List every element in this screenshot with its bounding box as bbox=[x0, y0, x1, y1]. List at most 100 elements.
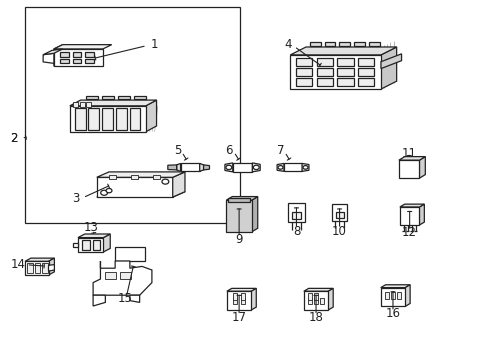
Polygon shape bbox=[200, 163, 204, 171]
Bar bbox=[115, 247, 145, 261]
Text: 6: 6 bbox=[225, 144, 233, 157]
Text: 16: 16 bbox=[386, 307, 400, 320]
Polygon shape bbox=[176, 163, 180, 171]
Polygon shape bbox=[226, 197, 258, 200]
Bar bbox=[180, 163, 200, 171]
Bar bbox=[86, 96, 98, 99]
Bar bbox=[337, 58, 354, 66]
Circle shape bbox=[278, 166, 283, 169]
Text: 3: 3 bbox=[72, 192, 80, 205]
Polygon shape bbox=[381, 285, 410, 288]
Polygon shape bbox=[227, 288, 256, 291]
Bar bbox=[358, 68, 374, 76]
Bar bbox=[308, 293, 312, 300]
Polygon shape bbox=[43, 49, 63, 55]
Bar bbox=[320, 298, 324, 304]
Polygon shape bbox=[130, 295, 140, 302]
Bar bbox=[35, 263, 40, 273]
Polygon shape bbox=[168, 165, 176, 170]
Bar bbox=[129, 108, 140, 130]
Bar bbox=[296, 68, 313, 76]
Polygon shape bbox=[225, 163, 233, 172]
Bar bbox=[391, 292, 395, 298]
Bar bbox=[337, 68, 354, 76]
Bar bbox=[337, 77, 354, 85]
Bar bbox=[102, 108, 113, 130]
Bar bbox=[89, 108, 99, 130]
Bar bbox=[228, 198, 250, 202]
Text: 18: 18 bbox=[309, 311, 323, 324]
Bar bbox=[336, 212, 343, 218]
Bar bbox=[75, 108, 86, 130]
Bar bbox=[25, 261, 49, 275]
Polygon shape bbox=[399, 157, 425, 160]
Polygon shape bbox=[97, 192, 185, 197]
Text: 11: 11 bbox=[402, 147, 416, 159]
Circle shape bbox=[162, 179, 169, 184]
Bar bbox=[153, 175, 161, 179]
Circle shape bbox=[101, 190, 108, 195]
Bar bbox=[292, 212, 301, 219]
Polygon shape bbox=[25, 258, 54, 261]
Bar bbox=[85, 59, 94, 63]
Text: 2: 2 bbox=[10, 132, 18, 145]
Polygon shape bbox=[93, 295, 105, 306]
Polygon shape bbox=[277, 163, 284, 171]
Bar bbox=[314, 298, 318, 304]
Bar bbox=[60, 52, 69, 57]
Text: 14: 14 bbox=[11, 258, 26, 271]
Bar bbox=[241, 293, 245, 300]
Polygon shape bbox=[54, 45, 63, 66]
Bar bbox=[73, 102, 78, 107]
Bar bbox=[399, 160, 419, 178]
Bar bbox=[82, 240, 90, 250]
Bar bbox=[400, 207, 419, 225]
Bar bbox=[332, 204, 347, 221]
Bar bbox=[80, 102, 85, 107]
Bar bbox=[317, 68, 333, 76]
Bar bbox=[233, 298, 237, 304]
Text: 8: 8 bbox=[293, 225, 300, 238]
Bar bbox=[60, 59, 69, 63]
Bar bbox=[314, 293, 318, 300]
Polygon shape bbox=[204, 165, 210, 170]
Bar bbox=[97, 177, 172, 197]
Polygon shape bbox=[49, 265, 54, 271]
Circle shape bbox=[226, 165, 232, 170]
Polygon shape bbox=[304, 288, 333, 291]
Bar bbox=[70, 106, 146, 132]
Text: 15: 15 bbox=[118, 292, 132, 305]
Polygon shape bbox=[328, 288, 333, 310]
Polygon shape bbox=[43, 53, 54, 63]
Polygon shape bbox=[252, 197, 258, 232]
Text: 5: 5 bbox=[173, 144, 181, 157]
Bar bbox=[73, 52, 81, 57]
Bar bbox=[134, 96, 146, 99]
Polygon shape bbox=[302, 163, 309, 171]
Text: 13: 13 bbox=[83, 221, 98, 234]
Text: 17: 17 bbox=[232, 311, 246, 324]
Text: 12: 12 bbox=[402, 226, 417, 239]
Polygon shape bbox=[419, 157, 425, 178]
Text: 1: 1 bbox=[150, 39, 158, 51]
Polygon shape bbox=[405, 285, 410, 306]
Polygon shape bbox=[97, 172, 185, 177]
Bar bbox=[78, 238, 103, 252]
Polygon shape bbox=[70, 100, 157, 106]
Text: 4: 4 bbox=[284, 39, 292, 51]
Bar bbox=[227, 291, 251, 310]
Bar bbox=[118, 96, 130, 99]
Bar bbox=[369, 42, 380, 46]
Bar bbox=[304, 291, 328, 310]
Text: 7: 7 bbox=[276, 144, 284, 157]
Bar bbox=[397, 292, 401, 298]
Bar bbox=[93, 240, 100, 250]
Circle shape bbox=[253, 165, 259, 170]
Polygon shape bbox=[78, 234, 110, 238]
Bar bbox=[87, 102, 92, 107]
Bar bbox=[120, 272, 131, 279]
Polygon shape bbox=[400, 204, 424, 207]
Bar bbox=[131, 175, 138, 179]
Bar bbox=[290, 55, 381, 89]
Bar bbox=[317, 58, 333, 66]
